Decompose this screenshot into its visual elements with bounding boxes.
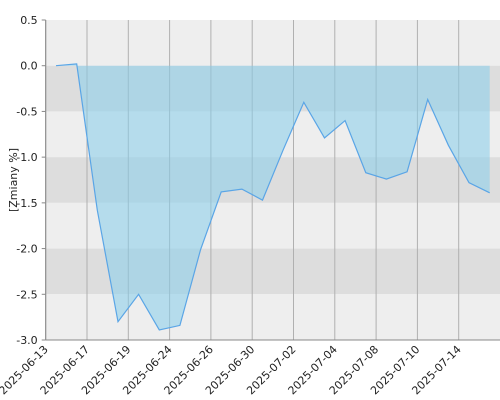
y-axis-label: [Zmiany %] (7, 148, 20, 212)
y-tick-label: -2.0 (16, 243, 37, 256)
y-tick-label: -1.0 (16, 151, 37, 164)
y-tick-label: -1.5 (16, 197, 37, 210)
background-band (45, 20, 500, 66)
area (56, 63, 490, 330)
y-tick-label: -3.0 (16, 334, 37, 347)
line (55, 63, 490, 331)
y-tick-label: -2.5 (16, 288, 37, 301)
y-tick-label: 0.0 (20, 60, 38, 73)
y-tick-label: 0.5 (20, 14, 38, 27)
y-tick-label: -0.5 (16, 105, 37, 118)
